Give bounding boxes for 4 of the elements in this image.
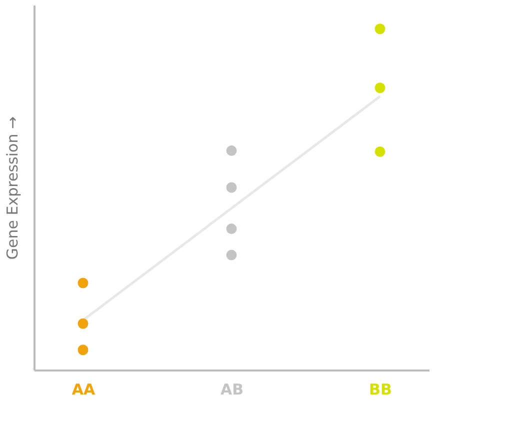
y-axis-title: Gene Expression → — [4, 116, 22, 260]
x-tick-label: AB — [220, 380, 244, 398]
x-tick-label: AA — [72, 380, 96, 398]
x-tick-label: BB — [369, 380, 392, 398]
